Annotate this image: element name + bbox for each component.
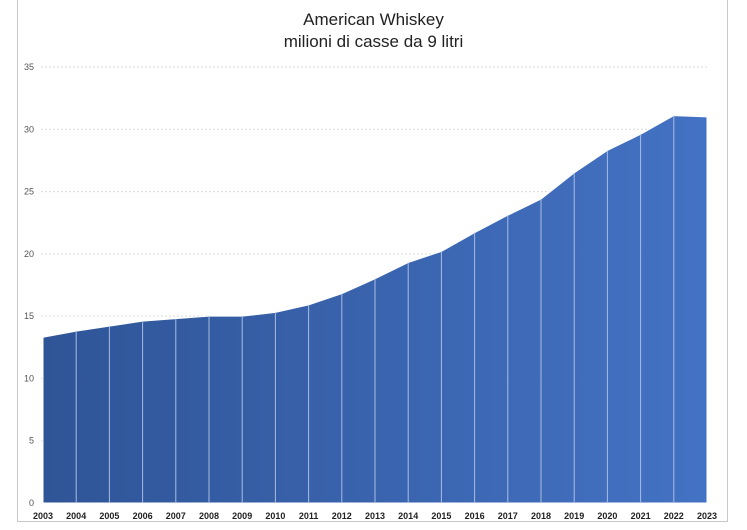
chart-frame xyxy=(17,0,728,522)
x-tick-label: 2015 xyxy=(431,511,451,521)
x-tick-label: 2014 xyxy=(398,511,418,521)
x-tick-label: 2013 xyxy=(365,511,385,521)
chart-subtitle: milioni di casse da 9 litri xyxy=(283,32,464,51)
y-tick-label: 30 xyxy=(24,124,34,134)
y-tick-label: 10 xyxy=(24,373,34,383)
y-tick-label: 20 xyxy=(24,249,34,259)
x-tick-label: 2006 xyxy=(133,511,153,521)
x-tick-label: 2019 xyxy=(564,511,584,521)
x-tick-label: 2009 xyxy=(232,511,252,521)
x-tick-label: 2011 xyxy=(299,511,319,521)
x-tick-label: 2012 xyxy=(332,511,352,521)
chart-title: American Whiskey xyxy=(303,10,444,29)
x-tick-label: 2007 xyxy=(166,511,186,521)
x-tick-label: 2018 xyxy=(531,511,551,521)
x-tick-label: 2023 xyxy=(697,511,717,521)
y-tick-label: 15 xyxy=(24,311,34,321)
y-tick-label: 35 xyxy=(24,62,34,72)
x-tick-label: 2017 xyxy=(498,511,518,521)
x-tick-label: 2003 xyxy=(33,511,53,521)
y-tick-label: 0 xyxy=(29,498,34,508)
x-tick-label: 2016 xyxy=(465,511,485,521)
x-tick-label: 2022 xyxy=(664,511,684,521)
y-tick-label: 25 xyxy=(24,187,34,197)
x-tick-label: 2008 xyxy=(199,511,219,521)
x-tick-label: 2010 xyxy=(265,511,285,521)
y-tick-label: 5 xyxy=(29,436,34,446)
x-tick-label: 2004 xyxy=(66,511,86,521)
x-tick-label: 2005 xyxy=(99,511,119,521)
x-tick-label: 2021 xyxy=(631,511,651,521)
x-tick-label: 2020 xyxy=(597,511,617,521)
